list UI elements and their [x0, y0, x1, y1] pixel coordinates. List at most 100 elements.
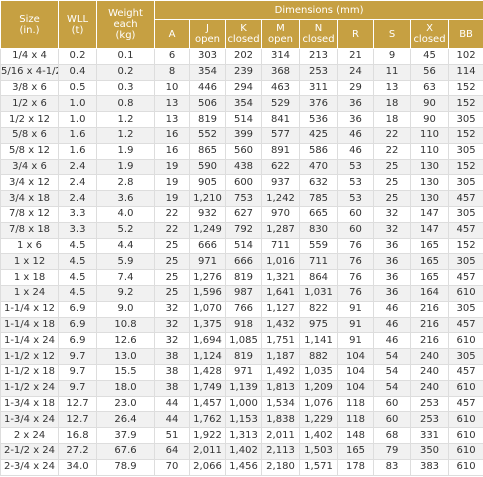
table-cell: 1,000 [225, 395, 262, 413]
table-cell: 148 [337, 427, 374, 444]
table-cell: 1,249 [189, 221, 226, 239]
table-cell: 1-3/4 x 24 [0, 411, 59, 429]
table-cell: 56 [410, 63, 449, 81]
table-cell: 2,066 [189, 458, 226, 476]
table-cell: 19 [154, 158, 190, 176]
header-line: BB [459, 28, 473, 40]
table-cell: 9.0 [96, 300, 155, 318]
table-row: 3/8 x 6 0.5 0.3 10 446 294 463 311 29 13 63 152 [0, 79, 483, 97]
table-row: 5/16 x 4-1/2 0.4 0.2 8 354 239 368 253 24 11 56 114 [0, 63, 483, 81]
table-cell: 24 [337, 63, 374, 81]
table-row: 3/4 x 18 2.4 3.6 19 1,210 753 1,242 785 53 25 130 4… [0, 190, 483, 207]
table-cell: 4.5 [58, 237, 97, 255]
table-cell: 529 [261, 95, 300, 113]
table-cell: 147 [410, 205, 449, 223]
table-cell: 19 [154, 174, 190, 192]
table-row: 5/8 x 12 1.6 1.9 16 865 560 891 586 46 22 110 305 [0, 142, 483, 160]
header-line: closed [413, 34, 446, 45]
table-cell: 1,085 [225, 332, 262, 350]
table-cell: 3.6 [96, 190, 155, 207]
table-cell: 425 [299, 126, 338, 144]
header-line: J [206, 23, 209, 34]
table-cell: 63 [410, 79, 449, 97]
table-cell: 1,749 [189, 379, 226, 397]
table-cell: 38 [154, 363, 190, 381]
table-cell: 577 [261, 126, 300, 144]
table-cell: 6 [154, 48, 190, 65]
table-cell: 1-1/4 x 24 [0, 332, 59, 350]
table-cell: 5.2 [96, 221, 155, 239]
table-cell: 12.7 [58, 395, 97, 413]
table-cell: 165 [410, 237, 449, 255]
table-cell: 54 [373, 348, 411, 365]
table-cell: 46 [337, 126, 374, 144]
table-cell: 463 [261, 79, 300, 97]
table-cell: 354 [189, 63, 226, 81]
table-cell: 32 [154, 332, 190, 350]
table-cell: 152 [447, 95, 483, 113]
table-cell: 44 [154, 411, 190, 429]
table-cell: 240 [410, 348, 449, 365]
table-cell: 114 [447, 63, 483, 81]
table-cell: 1.2 [96, 126, 155, 144]
table-cell: 457 [447, 269, 483, 286]
table-cell: 5/16 x 4-1/2 [0, 63, 59, 81]
table-cell: 147 [410, 221, 449, 239]
table-cell: 1,153 [225, 411, 262, 429]
table-cell: 110 [410, 126, 449, 144]
table-cell: 331 [410, 427, 449, 444]
table-cell: 305 [447, 348, 483, 365]
table-cell: 4.0 [96, 205, 155, 223]
table-cell: 53 [337, 174, 374, 192]
table-cell: 78.9 [96, 458, 155, 476]
table-cell: 37.9 [96, 427, 155, 444]
table-cell: 1,402 [225, 442, 262, 460]
table-cell: 16 [154, 126, 190, 144]
table-cell: 202 [225, 48, 262, 65]
table-cell: 1.0 [58, 95, 97, 113]
table-cell: 1/4 x 4 [0, 48, 59, 65]
header-line: open [268, 34, 293, 45]
table-cell: 354 [225, 95, 262, 113]
table-cell: 2.8 [96, 174, 155, 192]
table-cell: 36 [337, 95, 374, 113]
table-cell: 7/8 x 18 [0, 221, 59, 239]
table-cell: 905 [189, 174, 226, 192]
table-cell: 1,492 [261, 363, 300, 381]
table-row: 2 x 24 16.8 37.9 51 1,922 1,313 2,011 1,402 148 6… [0, 427, 483, 444]
table-cell: 118 [337, 395, 374, 413]
table-cell: 882 [299, 348, 338, 365]
table-cell: 67.6 [96, 442, 155, 460]
table-cell: 165 [410, 269, 449, 286]
table-cell: 1,571 [299, 458, 338, 476]
table-cell: 1,762 [189, 411, 226, 429]
table-cell: 610 [447, 442, 483, 460]
column-header: S [373, 19, 411, 49]
table-cell: 26.4 [96, 411, 155, 429]
table-row: 1-3/4 x 24 12.7 26.4 44 1,762 1,153 1,838 1,229… [0, 411, 483, 429]
table-cell: 4.5 [58, 253, 97, 271]
table-cell: 3.3 [58, 205, 97, 223]
table-cell: 368 [261, 63, 300, 81]
table-cell: 46 [373, 300, 411, 318]
table-cell: 1.6 [58, 126, 97, 144]
table-cell: 8 [154, 63, 190, 81]
table-cell: 76 [337, 284, 374, 302]
table-cell: 13 [154, 111, 190, 128]
table-cell: 102 [447, 48, 483, 65]
table-cell: 1,229 [299, 411, 338, 429]
table-cell: 32 [154, 316, 190, 334]
table-cell: 25 [154, 284, 190, 302]
table-cell: 5.9 [96, 253, 155, 271]
table-row: 3/4 x 6 2.4 1.9 19 590 438 622 470 53 25 130 152 [0, 158, 483, 176]
table-cell: 152 [447, 79, 483, 97]
table-cell: 1,127 [261, 300, 300, 318]
table-cell: 2,113 [261, 442, 300, 460]
header-line: Weight each [108, 8, 143, 30]
header-row: Size (in.) WLL (t) Weight each (kg) Dimensions… [0, 0, 483, 49]
table-cell: 1,287 [261, 221, 300, 239]
table-cell: 13.0 [96, 348, 155, 365]
